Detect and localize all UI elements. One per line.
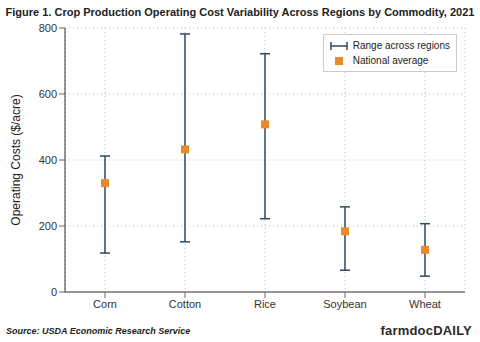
svg-text:0: 0 bbox=[51, 286, 57, 298]
svg-text:Wheat: Wheat bbox=[409, 298, 441, 310]
svg-text:400: 400 bbox=[39, 154, 57, 166]
html-text:Range across regions: Range across regions bbox=[352, 40, 450, 51]
html-text:Source: USDA Economic Research: Source: USDA Economic Research Service bbox=[6, 326, 191, 336]
svg-text:800: 800 bbox=[39, 22, 57, 34]
svg-text:Soybean: Soybean bbox=[323, 298, 366, 310]
svg-text:Corn: Corn bbox=[93, 298, 117, 310]
html-text:Figure 1. Crop Production Oper: Figure 1. Crop Production Operating Cost… bbox=[5, 6, 475, 18]
svg-text:200: 200 bbox=[39, 220, 57, 232]
svg-text:Cotton: Cotton bbox=[169, 298, 201, 310]
svg-text:Rice: Rice bbox=[254, 298, 276, 310]
svg-text:Operating Costs ($/acre): Operating Costs ($/acre) bbox=[9, 94, 23, 225]
html-text:National average: National average bbox=[352, 55, 429, 66]
svg-text:600: 600 bbox=[39, 88, 57, 100]
html-text:farmdocDAILY: farmdocDAILY bbox=[380, 323, 472, 338]
